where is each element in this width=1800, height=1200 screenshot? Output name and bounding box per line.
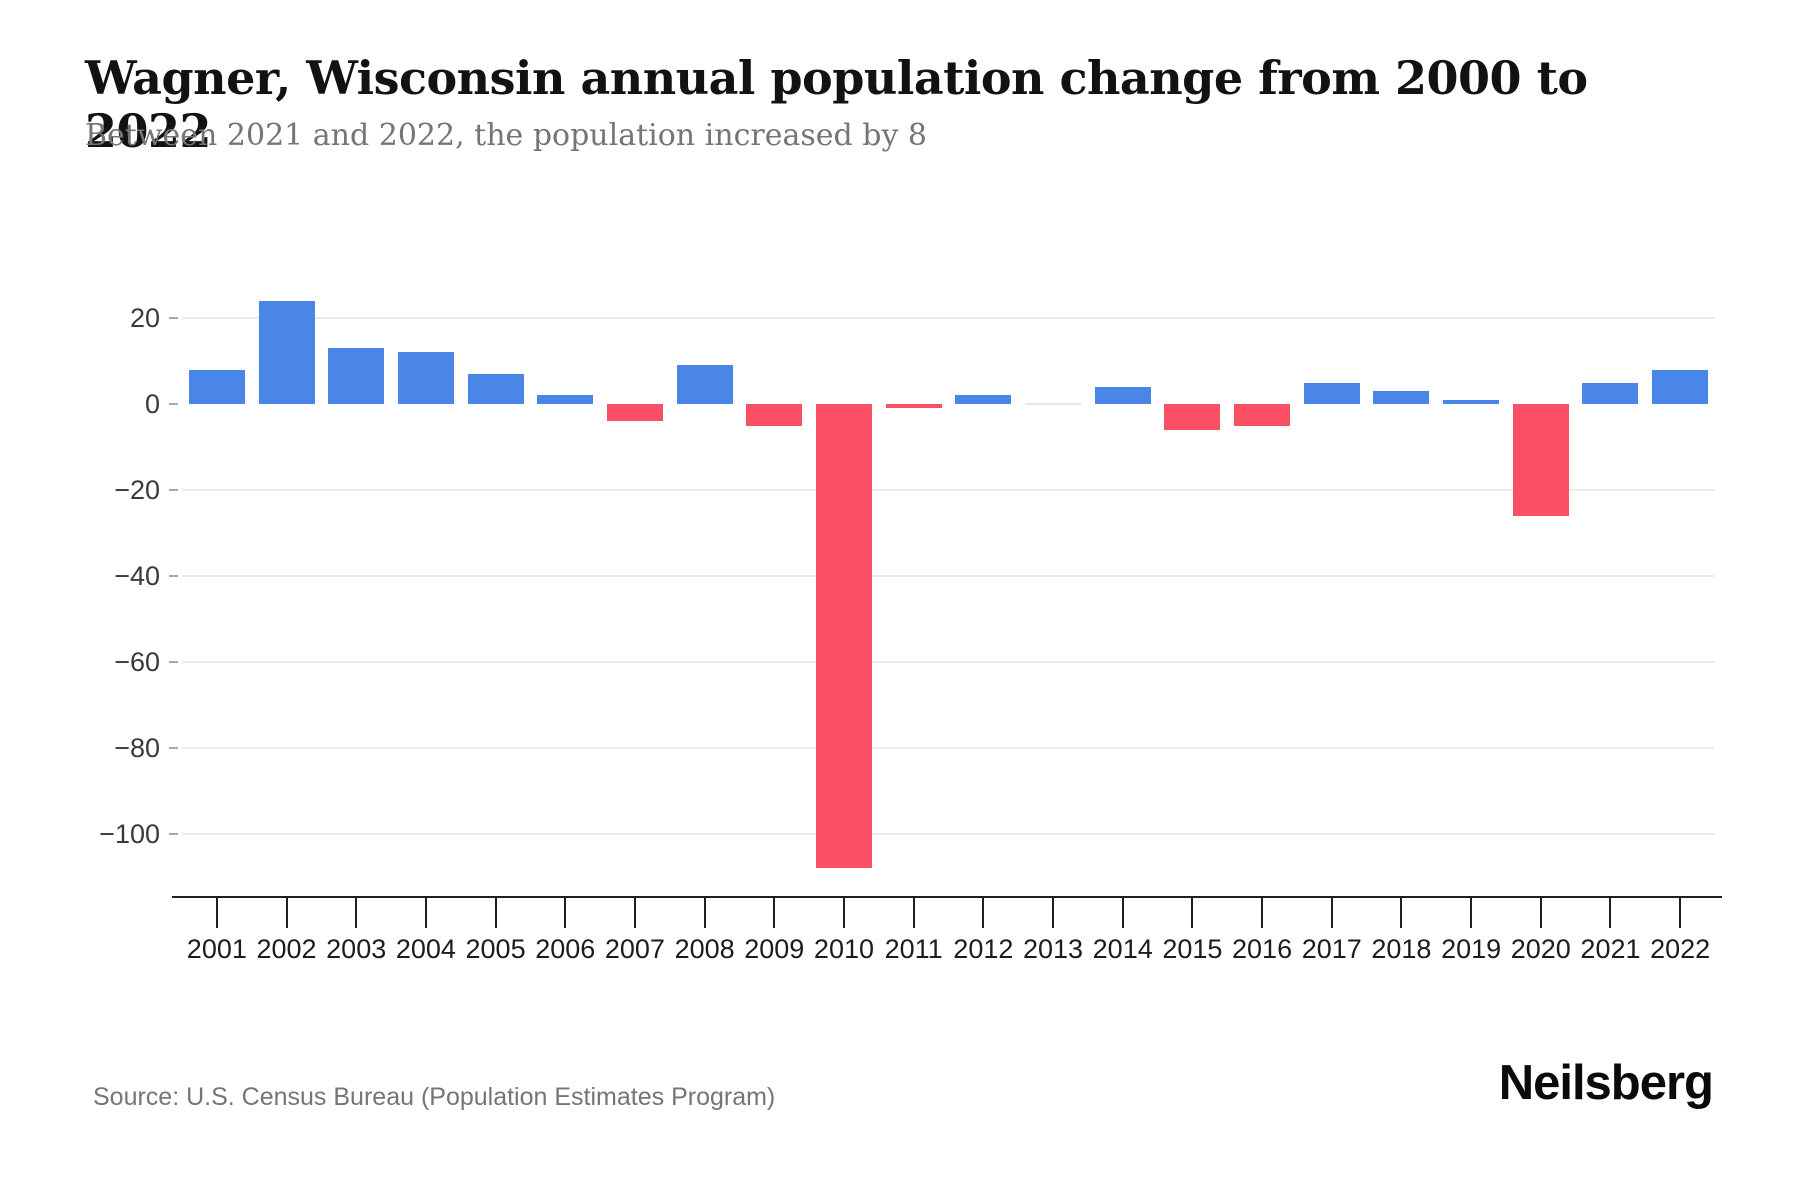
bar-2016[interactable] bbox=[1234, 404, 1291, 426]
x-axis-tick-2022 bbox=[1679, 898, 1682, 928]
chart-subtitle: Between 2021 and 2022, the population in… bbox=[85, 118, 928, 153]
x-axis-label-2013: 2013 bbox=[1022, 934, 1084, 964]
gridline--100 bbox=[182, 833, 1715, 835]
gridline--60 bbox=[182, 661, 1715, 663]
bar-2020[interactable] bbox=[1512, 404, 1569, 516]
y-axis-label--100: −100 bbox=[99, 819, 160, 849]
x-axis-label-2014: 2014 bbox=[1092, 934, 1153, 964]
y-axis-tick--60 bbox=[169, 661, 178, 663]
x-axis-label-2002: 2002 bbox=[256, 934, 317, 964]
x-axis-tick-2010 bbox=[842, 898, 845, 928]
x-axis-tick-2021 bbox=[1609, 898, 1612, 928]
x-axis-label-2008: 2008 bbox=[674, 934, 735, 964]
y-axis-label--80: −80 bbox=[114, 733, 160, 763]
x-axis-label-2015: 2015 bbox=[1162, 934, 1223, 964]
bar-2014[interactable] bbox=[1094, 386, 1151, 404]
x-axis-label-2020: 2020 bbox=[1510, 934, 1571, 964]
bar-2009[interactable] bbox=[746, 404, 803, 426]
bar-2012[interactable] bbox=[955, 395, 1012, 404]
x-axis-label-2011: 2011 bbox=[884, 934, 943, 964]
gridline--20 bbox=[182, 489, 1715, 491]
x-axis-tick-2017 bbox=[1330, 898, 1333, 928]
bar-2017[interactable] bbox=[1303, 382, 1360, 404]
x-axis-label-2012: 2012 bbox=[953, 934, 1014, 964]
bar-2010[interactable] bbox=[815, 404, 872, 869]
x-axis-tick-2008 bbox=[703, 898, 706, 928]
gridline--80 bbox=[182, 747, 1715, 749]
x-axis-tick-2005 bbox=[494, 898, 497, 928]
bar-2008[interactable] bbox=[676, 365, 733, 404]
bar-2018[interactable] bbox=[1373, 391, 1430, 404]
bar-2005[interactable] bbox=[467, 373, 524, 404]
x-axis-label-2006: 2006 bbox=[535, 934, 596, 964]
x-axis-tick-2002 bbox=[285, 898, 288, 928]
x-axis-label-2003: 2003 bbox=[326, 934, 387, 964]
x-axis-tick-2019 bbox=[1470, 898, 1473, 928]
y-axis-tick-0 bbox=[169, 403, 178, 405]
x-axis-tick-2012 bbox=[982, 898, 985, 928]
x-axis-label-2007: 2007 bbox=[604, 934, 665, 964]
x-axis-tick-2018 bbox=[1400, 898, 1403, 928]
neilsberg-logo[interactable]: Neilsberg bbox=[1498, 1056, 1714, 1110]
bar-2003[interactable] bbox=[328, 348, 385, 404]
x-axis-tick-2004 bbox=[424, 898, 427, 928]
chart-title: Wagner, Wisconsin annual population chan… bbox=[85, 51, 1588, 158]
x-axis-tick-2013 bbox=[1052, 898, 1055, 928]
bar-2022[interactable] bbox=[1652, 369, 1709, 404]
x-axis-label-2018: 2018 bbox=[1371, 934, 1432, 964]
x-axis-label-2017: 2017 bbox=[1301, 934, 1362, 964]
y-axis-tick-20 bbox=[169, 317, 178, 319]
y-axis-tick--20 bbox=[169, 489, 178, 491]
bar-2021[interactable] bbox=[1582, 382, 1639, 404]
x-axis-tick-2003 bbox=[355, 898, 358, 928]
gridline--40 bbox=[182, 575, 1715, 577]
x-axis-label-2009: 2009 bbox=[744, 934, 805, 964]
x-axis-label-2019: 2019 bbox=[1441, 934, 1502, 964]
x-axis-tick-2015 bbox=[1191, 898, 1194, 928]
bar-2004[interactable] bbox=[397, 352, 454, 404]
x-axis-tick-2001 bbox=[215, 898, 218, 928]
y-axis-label-0: 0 bbox=[144, 389, 160, 419]
x-axis-label-2010: 2010 bbox=[813, 934, 874, 964]
y-axis-label--20: −20 bbox=[114, 475, 160, 505]
y-axis-tick--80 bbox=[169, 747, 178, 749]
x-axis-line bbox=[172, 896, 1722, 898]
source-caption: Source: U.S. Census Bureau (Population E… bbox=[93, 1083, 776, 1111]
gridline-20 bbox=[182, 317, 1715, 319]
x-axis-tick-2014 bbox=[1121, 898, 1124, 928]
x-axis-tick-2006 bbox=[564, 898, 567, 928]
y-axis-tick--100 bbox=[169, 833, 178, 835]
y-axis-tick--40 bbox=[169, 575, 178, 577]
bar-2006[interactable] bbox=[537, 395, 594, 404]
bar-2002[interactable] bbox=[258, 300, 315, 404]
x-axis-tick-2009 bbox=[773, 898, 776, 928]
x-axis-label-2005: 2005 bbox=[465, 934, 526, 964]
bar-2015[interactable] bbox=[1164, 404, 1221, 430]
y-axis-label--60: −60 bbox=[114, 647, 160, 677]
x-axis-tick-2020 bbox=[1539, 898, 1542, 928]
bar-2001[interactable] bbox=[188, 369, 245, 404]
bar-2011[interactable] bbox=[885, 404, 942, 409]
x-axis-label-2022: 2022 bbox=[1650, 934, 1711, 964]
bar-2007[interactable] bbox=[606, 404, 663, 422]
x-axis-tick-2007 bbox=[633, 898, 636, 928]
x-axis-tick-2016 bbox=[1261, 898, 1264, 928]
x-axis-label-2004: 2004 bbox=[395, 934, 456, 964]
y-axis-label-20: 20 bbox=[129, 303, 160, 333]
bar-2013[interactable] bbox=[1025, 403, 1082, 405]
x-axis-label-2021: 2021 bbox=[1580, 934, 1641, 964]
x-axis-label-2001: 2001 bbox=[186, 934, 247, 964]
x-axis-label-2016: 2016 bbox=[1232, 934, 1293, 964]
x-axis-tick-2011 bbox=[912, 898, 915, 928]
y-axis-label--40: −40 bbox=[114, 561, 160, 591]
bar-2019[interactable] bbox=[1443, 399, 1500, 404]
